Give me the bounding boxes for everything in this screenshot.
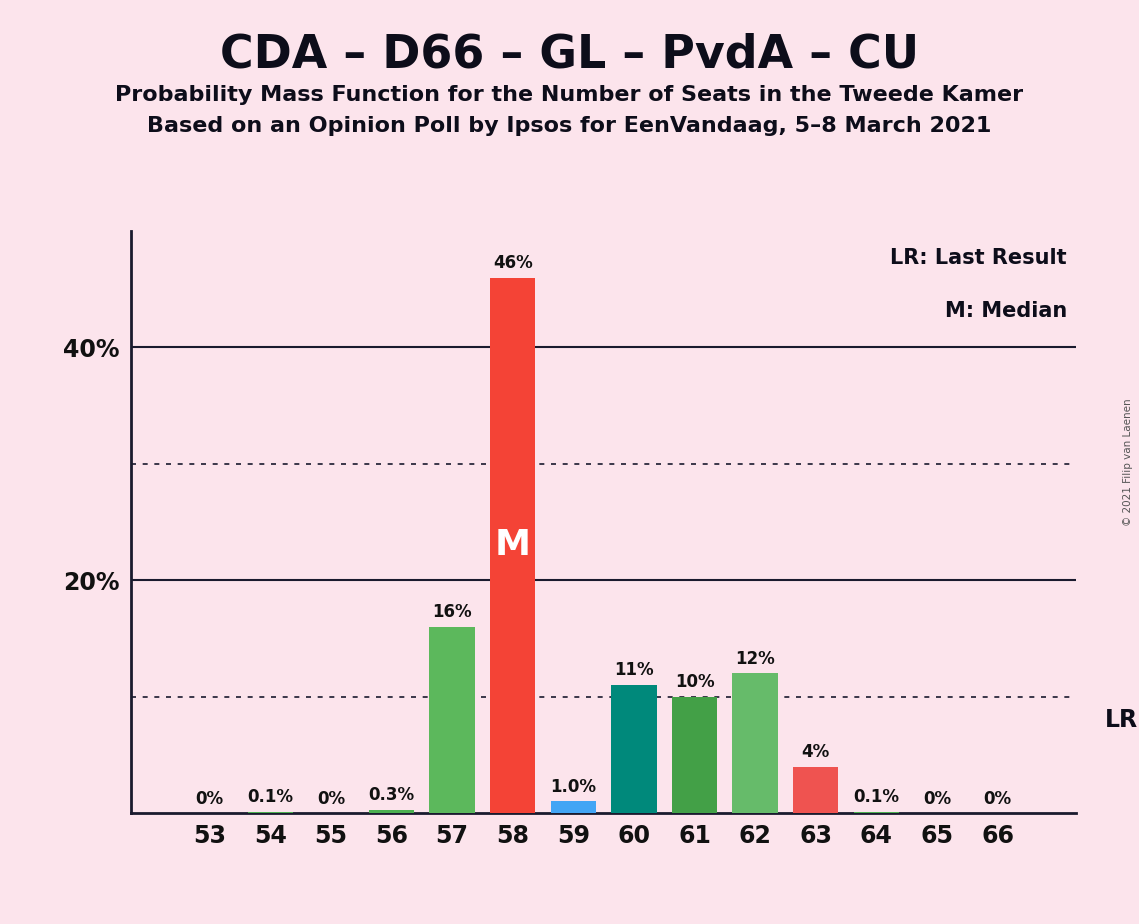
Text: 0%: 0% — [196, 790, 224, 808]
Text: M: Median: M: Median — [944, 301, 1067, 321]
Bar — [247, 812, 293, 813]
Text: Probability Mass Function for the Number of Seats in the Tweede Kamer: Probability Mass Function for the Number… — [115, 85, 1024, 105]
Text: 4%: 4% — [802, 743, 830, 760]
Text: 0%: 0% — [317, 790, 345, 808]
Text: 1.0%: 1.0% — [550, 778, 597, 796]
Text: Based on an Opinion Poll by Ipsos for EenVandaag, 5–8 March 2021: Based on an Opinion Poll by Ipsos for Ee… — [147, 116, 992, 137]
Text: 11%: 11% — [614, 662, 654, 679]
Text: 0%: 0% — [983, 790, 1011, 808]
Text: 10%: 10% — [674, 673, 714, 691]
Text: 0.1%: 0.1% — [853, 788, 900, 806]
Text: LR: Last Result: LR: Last Result — [891, 249, 1067, 269]
Text: 16%: 16% — [433, 603, 472, 621]
Bar — [732, 674, 778, 813]
Bar — [672, 697, 718, 813]
Bar — [853, 812, 899, 813]
Bar — [612, 685, 657, 813]
Bar — [490, 277, 535, 813]
Text: CDA – D66 – GL – PvdA – CU: CDA – D66 – GL – PvdA – CU — [220, 32, 919, 78]
Text: 0%: 0% — [923, 790, 951, 808]
Bar — [369, 809, 415, 813]
Text: M: M — [494, 529, 531, 563]
Bar — [429, 626, 475, 813]
Text: 46%: 46% — [493, 254, 533, 272]
Text: 12%: 12% — [736, 650, 775, 667]
Text: 0.1%: 0.1% — [247, 788, 294, 806]
Text: © 2021 Filip van Laenen: © 2021 Filip van Laenen — [1123, 398, 1133, 526]
Text: LR: LR — [1105, 708, 1138, 732]
Text: 0.3%: 0.3% — [369, 785, 415, 804]
Bar — [793, 767, 838, 813]
Bar — [550, 801, 596, 813]
